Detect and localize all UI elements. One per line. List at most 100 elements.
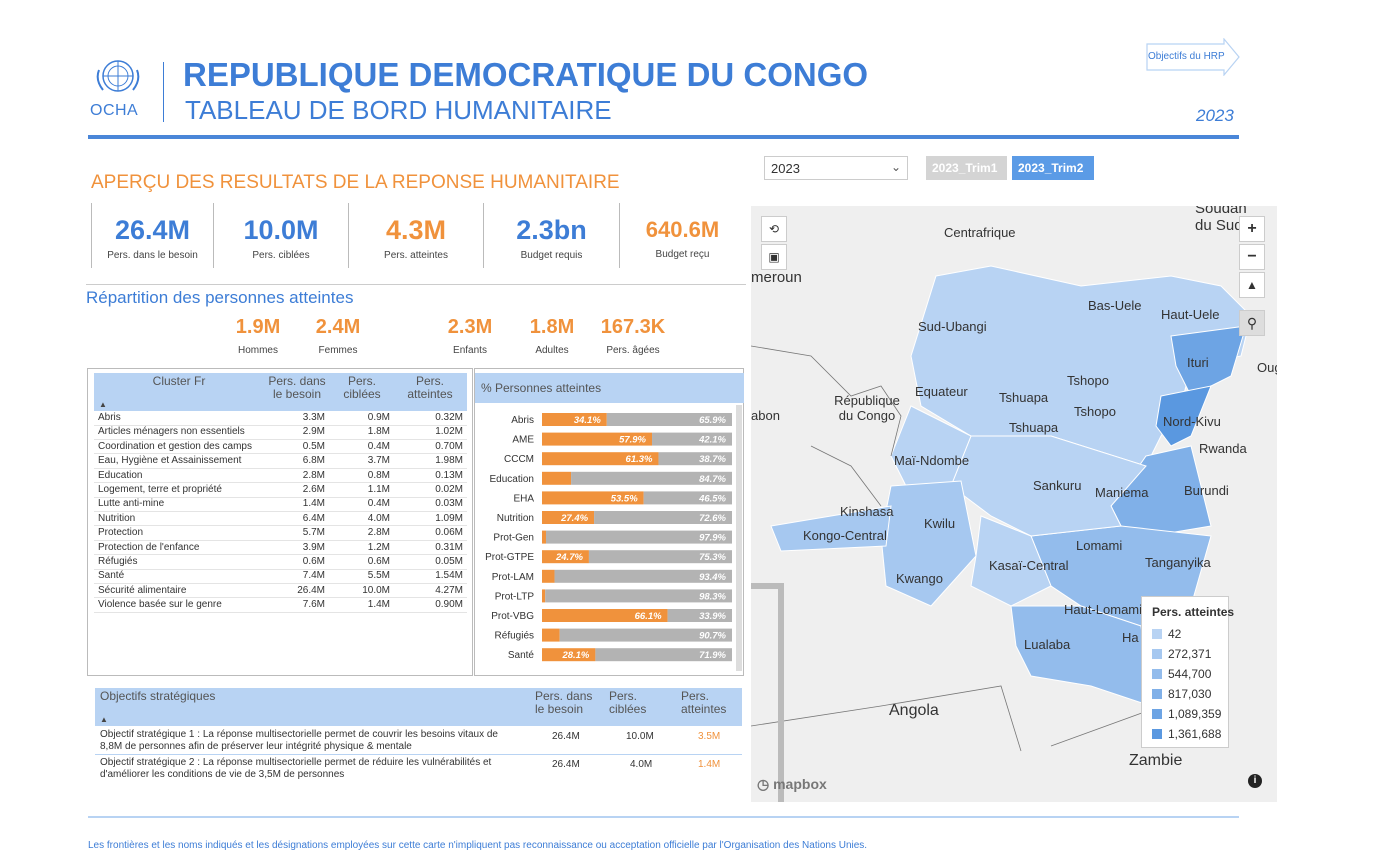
bar-reste[interactable] xyxy=(667,609,732,622)
table-cell: 1.1M xyxy=(367,484,390,495)
table-row[interactable]: Protection 5.7M 2.8M 0.06M xyxy=(94,526,467,541)
sort-up-icon[interactable]: ▲ xyxy=(99,400,107,409)
compass-icon[interactable]: ▲ xyxy=(1239,272,1265,298)
reset-view-icon[interactable]: ⟲ xyxy=(761,216,787,242)
table-row[interactable]: Lutte anti-mine 1.4M 0.4M 0.03M xyxy=(94,497,467,512)
table-cell: Protection de l'enfance xyxy=(98,541,200,553)
bar-atteint[interactable] xyxy=(542,511,595,524)
zoom-in-button[interactable]: + xyxy=(1239,216,1265,242)
map-label: Haut-Lomami xyxy=(1064,602,1143,617)
bar-value-label: 84.7% xyxy=(699,474,726,485)
bar-reste[interactable] xyxy=(571,471,732,485)
hrp-objectives-button[interactable]: Objectifs du HRP xyxy=(1146,37,1240,77)
bar-atteint[interactable] xyxy=(542,413,607,426)
table-row[interactable]: Violence basée sur le genre 7.6M 1.4M 0.90M xyxy=(94,598,467,613)
year-select[interactable]: 2023 ⌄ xyxy=(764,156,908,180)
bar-reste[interactable] xyxy=(588,550,732,564)
bar-value-label: 46.5% xyxy=(698,493,726,504)
legend-label: 1,089,359 xyxy=(1168,707,1222,721)
table-cell: 0.90M xyxy=(435,599,463,611)
bar-atteint[interactable] xyxy=(542,550,589,564)
sort-up-icon[interactable]: ▲ xyxy=(100,715,108,724)
bar-atteint[interactable] xyxy=(542,609,668,622)
bar-atteint[interactable] xyxy=(542,491,644,505)
map-search-icon[interactable]: ⚲ xyxy=(1239,310,1265,336)
bar-chart-svg: Abris 34.1% 65.9% AME 57.9% 42.1% CCCM 61.3% 38.… xyxy=(485,413,732,662)
table-row[interactable]: Eau, Hygiène et Assainissement 6.8M 3.7M 1.… xyxy=(94,454,467,469)
table-row[interactable]: Logement, terre et propriété 2.6M 1.1M 0.02… xyxy=(94,483,467,498)
bar-atteint[interactable] xyxy=(542,432,653,446)
map-label: Bas-Uele xyxy=(1088,298,1142,313)
kpi-pers-ciblees: 10.0M Pers. ciblées xyxy=(213,203,348,268)
table-cell: 2.6M xyxy=(302,484,325,495)
bar-reste[interactable] xyxy=(658,452,732,466)
table-cell: 7.6M xyxy=(302,599,325,611)
chart-scrollbar[interactable] xyxy=(736,405,742,671)
col-cluster[interactable]: Cluster Fr xyxy=(152,374,206,388)
bar-value-label: 38.7% xyxy=(699,454,726,465)
map-label: Oug xyxy=(1257,360,1277,375)
trim2-button[interactable]: 2023_Trim2 xyxy=(1012,156,1094,180)
bar-category-label: Réfugiés xyxy=(495,631,534,642)
table-cell: 0.31M xyxy=(435,541,463,553)
map-label: Rwanda xyxy=(1199,441,1247,456)
map-panel[interactable]: Centrafrique Soudan du Sud meroun Bas-Ue… xyxy=(751,206,1277,802)
table-row[interactable]: Education 2.8M 0.8M 0.13M xyxy=(94,469,467,484)
map-label: Zambie xyxy=(1129,752,1183,769)
table-cell: 1.4M xyxy=(367,599,390,611)
bar-atteint[interactable] xyxy=(542,648,596,662)
map-label: République du Congo xyxy=(834,393,900,423)
table-row[interactable]: Santé 7.4M 5.5M 1.54M xyxy=(94,569,467,584)
bar-atteint[interactable] xyxy=(542,452,659,466)
bar-reste[interactable] xyxy=(559,628,732,642)
bar-reste[interactable] xyxy=(643,491,732,505)
table-row[interactable]: Protection de l'enfance 3.9M 1.2M 0.31M xyxy=(94,541,467,556)
demo-enfants: 2.3M Enfants xyxy=(447,316,493,356)
bar-atteint[interactable] xyxy=(542,569,555,583)
table-cell: Eau, Hygiène et Assainissement xyxy=(98,455,242,467)
col-obj-besoin[interactable]: Pers. dans le besoin xyxy=(535,689,593,716)
table-cell: 6.4M xyxy=(302,512,325,524)
col-obj-atteintes[interactable]: Pers. atteintes xyxy=(681,689,727,716)
bar-category-label: Nutrition xyxy=(497,513,534,524)
chart-header: % Personnes atteintes xyxy=(475,373,744,403)
col-objectifs[interactable]: Objectifs stratégiques xyxy=(100,689,216,703)
select-area-icon[interactable]: ▣ xyxy=(761,244,787,270)
table-cell: 0.8M xyxy=(367,469,390,481)
bar-value-label: 75.3% xyxy=(699,552,726,563)
info-icon[interactable]: i xyxy=(1248,774,1262,788)
table-row[interactable]: Abris 3.3M 0.9M 0.32M xyxy=(94,411,467,426)
trim1-button[interactable]: 2023_Trim1 xyxy=(926,156,1007,180)
bar-category-label: Education xyxy=(490,474,534,485)
map-label: Lualaba xyxy=(1024,637,1071,652)
col-besoin[interactable]: Pers. dans le besoin xyxy=(268,374,326,401)
bar-value-label: 97.9% xyxy=(699,533,726,544)
bar-reste[interactable] xyxy=(554,569,732,583)
table-cell: 7.4M xyxy=(302,570,325,582)
table-row[interactable]: Sécurité alimentaire 26.4M 10.0M 4.27M xyxy=(94,584,467,599)
table-cell: 1.8M xyxy=(367,426,390,438)
bar-atteint[interactable] xyxy=(542,471,572,485)
col-atteintes[interactable]: Pers. atteintes xyxy=(407,374,453,401)
bar-reste[interactable] xyxy=(606,413,732,426)
table-row[interactable]: Coordination et gestion des camps 0.5M 0.4… xyxy=(94,440,467,455)
bar-atteint[interactable] xyxy=(542,530,546,544)
table-row[interactable]: Réfugiés 0.6M 0.6M 0.05M xyxy=(94,555,467,570)
bar-reste[interactable] xyxy=(652,432,732,446)
bar-atteint[interactable] xyxy=(542,589,546,603)
mapbox-logo[interactable]: ◷ mapbox xyxy=(757,776,827,792)
bar-reste[interactable] xyxy=(595,648,732,662)
map-label: Kwango xyxy=(896,571,943,586)
table-row[interactable]: Articles ménagers non essentiels 2.9M 1.8M… xyxy=(94,425,467,440)
bar-reste[interactable] xyxy=(545,589,732,603)
table-row[interactable]: Nutrition 6.4M 4.0M 1.09M xyxy=(94,512,467,527)
bar-reste[interactable] xyxy=(594,511,732,524)
objectives-header: Objectifs stratégiques Pers. dans le bes… xyxy=(95,688,742,726)
col-obj-ciblees[interactable]: Pers. ciblées xyxy=(609,689,647,716)
zoom-out-button[interactable]: − xyxy=(1239,244,1265,270)
legend-label: 1,361,688 xyxy=(1168,727,1222,741)
col-ciblees[interactable]: Pers. ciblées xyxy=(343,374,381,401)
table-cell: 3.3M xyxy=(302,412,325,423)
bar-atteint[interactable] xyxy=(542,628,560,642)
bar-reste[interactable] xyxy=(545,530,732,544)
